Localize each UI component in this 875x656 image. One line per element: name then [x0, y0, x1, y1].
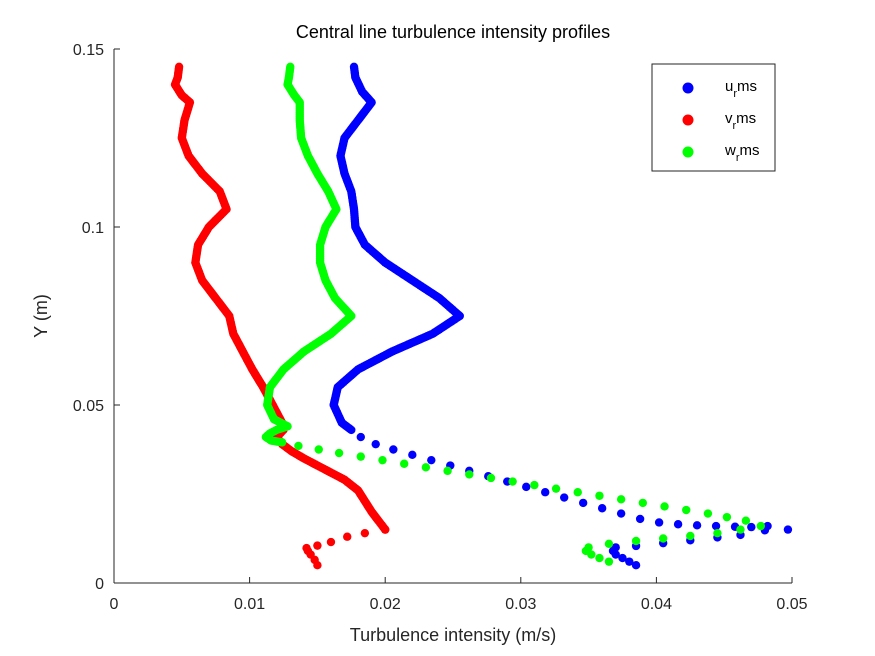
legend-entry-main: u [725, 78, 733, 95]
data-point [597, 504, 607, 513]
data-point [443, 466, 452, 476]
data-point [530, 480, 539, 490]
series-v_rms [170, 62, 390, 570]
y-tick-label: 0.15 [73, 42, 104, 59]
data-point [638, 498, 648, 508]
data-point [604, 557, 614, 566]
y-tick-label: 0 [95, 576, 104, 593]
data-point [334, 448, 344, 458]
data-point [783, 525, 793, 534]
legend-entry-sub: r [733, 120, 737, 132]
data-point [343, 532, 352, 541]
data-point [747, 522, 756, 532]
data-point [522, 482, 531, 492]
data-point [427, 455, 436, 465]
data-point [595, 491, 604, 500]
legend-box [651, 63, 776, 172]
data-point [378, 455, 387, 465]
data-point [616, 495, 626, 504]
legend-entry-tail: ms [736, 110, 756, 127]
data-point [682, 505, 691, 515]
x-tick-label: 0.01 [234, 596, 265, 613]
y-tick-label: 0.05 [73, 398, 104, 415]
data-point [616, 509, 626, 518]
data-point [686, 531, 695, 541]
legend-entry-tail: ms [740, 142, 760, 159]
data-point [713, 528, 722, 538]
data-point [635, 514, 645, 524]
data-point [722, 512, 732, 522]
data-point [294, 441, 303, 451]
data-point [631, 561, 641, 570]
data-point [371, 439, 380, 449]
data-point [421, 463, 431, 472]
data-point [595, 553, 604, 563]
legend-entry-main: w [724, 142, 736, 159]
data-point [578, 498, 588, 508]
data-point [736, 525, 745, 534]
y-tick-label: 0.1 [82, 220, 104, 237]
data-point [381, 525, 390, 534]
legend-entry-sub: r [736, 152, 740, 164]
data-point [541, 488, 550, 497]
data-point [314, 445, 323, 454]
chart-title: Central line turbulence intensity profil… [296, 22, 610, 42]
series-u_rms [329, 62, 793, 570]
data-point [486, 473, 496, 483]
series-w_rms [261, 62, 766, 566]
legend-entry: wrms [724, 142, 760, 164]
legend-marker [682, 82, 694, 94]
data-point [399, 459, 409, 468]
data-point [631, 536, 641, 546]
data-point [604, 539, 614, 549]
data-point [277, 438, 287, 447]
data-point [360, 528, 370, 538]
legend-entry: urms [725, 78, 757, 100]
data-point [618, 553, 627, 563]
data-point [326, 537, 336, 547]
data-point [551, 484, 561, 493]
data-point [408, 450, 417, 460]
legend-entry-tail: ms [737, 78, 757, 95]
data-point [703, 509, 713, 518]
x-tick-label: 0.05 [776, 596, 807, 613]
data-point [313, 561, 322, 570]
legend-entry-sub: r [733, 88, 737, 100]
data-point [559, 493, 569, 502]
data-point [347, 425, 356, 435]
data-point [654, 518, 664, 527]
data-point [611, 550, 620, 559]
data-point [389, 445, 398, 454]
data-point [692, 521, 702, 530]
y-axis-label: Y (m) [31, 294, 51, 338]
data-point [508, 477, 517, 486]
data-point [313, 541, 322, 550]
data-point [741, 516, 751, 525]
data-point [573, 488, 582, 497]
legend-marker [682, 114, 694, 126]
x-tick-label: 0.03 [505, 596, 536, 613]
axes: 0 0.01 0.02 0.03 0.04 0.05 0 0.05 0.1 0.15 [73, 42, 808, 613]
data-point [660, 502, 669, 511]
data-point [587, 550, 596, 559]
legend-entry: vrms [725, 110, 756, 132]
legend-marker [682, 146, 694, 158]
data-markers [170, 62, 793, 570]
x-tick-label: 0.04 [641, 596, 672, 613]
data-point [356, 432, 365, 442]
x-tick-label: 0.02 [370, 596, 401, 613]
data-point [658, 534, 668, 543]
data-point [756, 521, 766, 531]
data-point [711, 521, 721, 531]
data-point [356, 452, 365, 461]
legend-entry-main: v [725, 110, 733, 127]
x-axis-label: Turbulence intensity (m/s) [350, 625, 556, 645]
data-point [673, 520, 683, 529]
data-point [625, 557, 634, 566]
data-point [465, 470, 474, 479]
x-tick-label: 0 [110, 596, 119, 613]
